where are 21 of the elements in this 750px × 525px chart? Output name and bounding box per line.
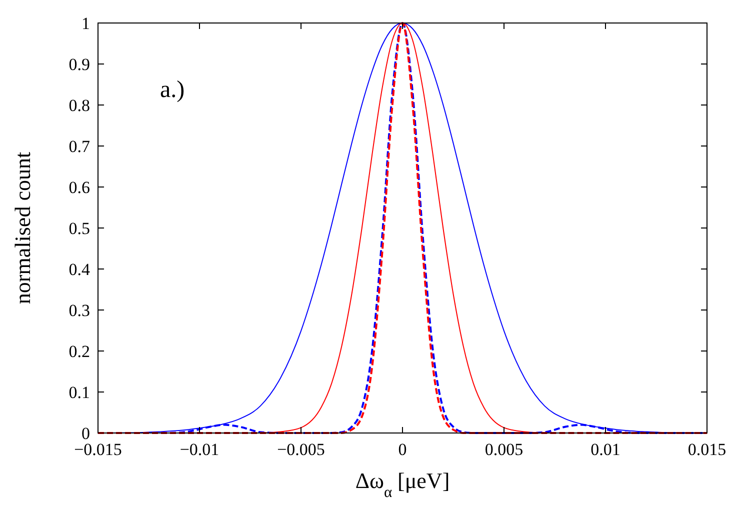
y-tick-label: 1 <box>82 14 90 33</box>
x-tick-label: −0.01 <box>180 440 220 459</box>
annotation: a.) <box>160 77 185 103</box>
x-tick-label: 0.01 <box>590 440 620 459</box>
y-axis-title: normalised count <box>10 152 35 304</box>
y-tick-label: 0.7 <box>68 137 90 156</box>
x-tick-label: 0.005 <box>484 440 524 459</box>
x-tick-label: 0.015 <box>688 440 726 459</box>
x-tick-label: −0.005 <box>277 440 325 459</box>
y-tick-label: 0.3 <box>68 301 90 320</box>
x-tick-label: −0.015 <box>74 440 122 459</box>
y-tick-label: 0.4 <box>68 260 90 279</box>
x-tick-label: 0 <box>398 440 407 459</box>
y-tick-label: 0.2 <box>68 342 90 361</box>
y-tick-label: 0 <box>82 424 90 443</box>
y-tick-label: 0.8 <box>68 96 90 115</box>
x-axis-title: Δω$_{α}$ [μeV] <box>355 468 450 500</box>
y-tick-label: 0.9 <box>68 55 90 74</box>
y-tick-label: 0.5 <box>68 219 90 238</box>
y-tick-label: 0.1 <box>68 383 90 402</box>
y-tick-label: 0.6 <box>68 178 90 197</box>
